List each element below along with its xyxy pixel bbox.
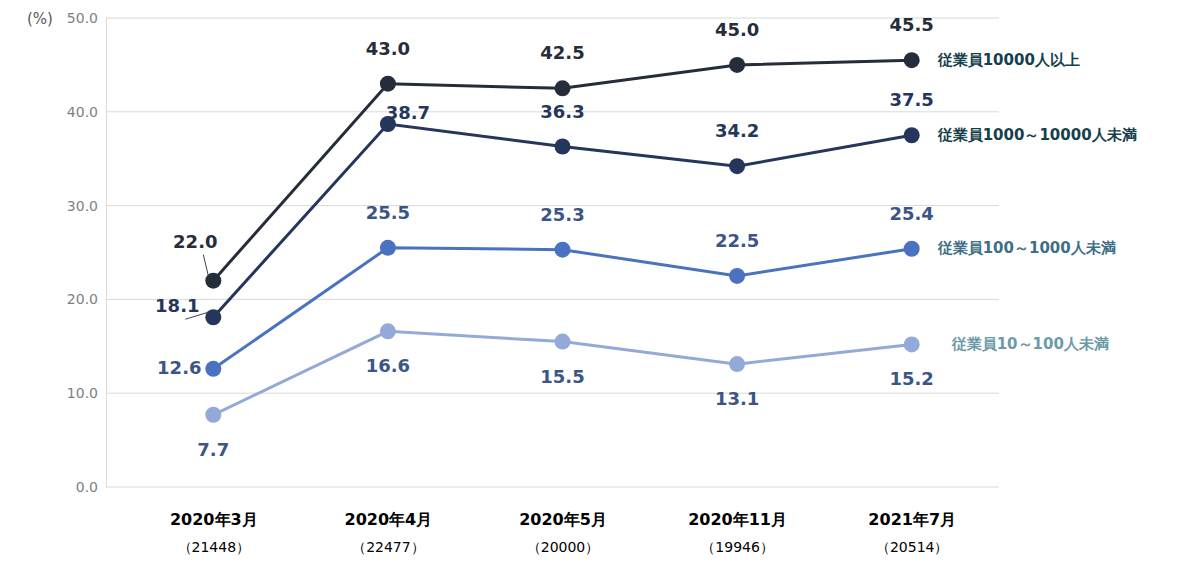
x-tick-label: 2020年5月（20000）: [519, 510, 607, 555]
y-tick-label: 50.0: [67, 10, 98, 26]
y-tick-label: 0.0: [76, 479, 98, 495]
marker: [380, 76, 396, 92]
marker: [555, 242, 571, 258]
series-line: [213, 60, 911, 280]
chart: 0.0 10.0 20.0 30.0 40.0 50.0 (%) 2020年3月（21448）…: [0, 0, 1200, 569]
grid-line: [106, 18, 999, 19]
grid-line: [106, 393, 999, 394]
x-tick: 2020年11月（19946）: [688, 510, 787, 555]
series-line: [213, 331, 911, 414]
data-label: 36.3: [540, 101, 584, 122]
marker: [555, 139, 571, 155]
data-label: 22.0: [173, 231, 217, 252]
marker: [380, 323, 396, 339]
data-label: 15.2: [889, 368, 933, 389]
x-tick-label: 2020年3月（21448）: [170, 510, 258, 555]
data-label: 34.2: [715, 120, 759, 141]
data-label: 13.1: [715, 388, 759, 409]
y-tick: 20.0: [67, 291, 106, 307]
y-tick: 50.0: [67, 10, 106, 26]
x-axis: 2020年3月（21448） 2020年4月（22477） 2020年5月（2000…: [170, 510, 956, 555]
data-label: 42.5: [540, 42, 584, 63]
series-name: 従業員100～1000人未満: [937, 239, 1116, 257]
y-axis-title: (%): [27, 10, 53, 28]
data-label: 25.3: [540, 204, 584, 225]
x-tick-label: 2020年11月（19946）: [688, 510, 787, 555]
series-line: [213, 248, 911, 369]
labels: 22.0 43.0 42.5 45.0 45.5従業員10000人以上 18.1 38.7 3…: [155, 14, 1137, 460]
data-label: 16.6: [366, 355, 410, 376]
marker: [904, 336, 920, 352]
data-label: 43.0: [366, 38, 410, 59]
y-tick-label: 30.0: [67, 198, 98, 214]
y-tick-label: 10.0: [67, 385, 98, 401]
plot-area: [205, 52, 919, 423]
data-label: 25.4: [889, 203, 933, 224]
y-tick: 10.0: [67, 385, 106, 401]
marker: [729, 356, 745, 372]
data-label: 7.7: [197, 439, 229, 460]
series-name: 従業員10～100人未満: [951, 335, 1109, 353]
series-name: 従業員1000～10000人未満: [937, 126, 1137, 144]
y-tick: 40.0: [67, 104, 106, 120]
series-name: 従業員10000人以上: [937, 51, 1080, 69]
y-tick-label: 40.0: [67, 104, 98, 120]
marker: [904, 241, 920, 257]
marker: [205, 407, 221, 423]
grid: [106, 18, 999, 487]
marker: [729, 158, 745, 174]
data-label: 25.5: [366, 202, 410, 223]
data-label: 37.5: [889, 89, 933, 110]
data-label: 15.5: [540, 366, 584, 387]
data-label: 45.0: [715, 19, 759, 40]
leader-line: [203, 255, 208, 276]
y-axis: 0.0 10.0 20.0 30.0 40.0 50.0: [67, 10, 107, 495]
x-tick-label: 2020年4月（22477）: [345, 510, 433, 555]
data-label: 22.5: [715, 230, 759, 251]
y-axis-line: [106, 19, 107, 488]
x-tick: 2020年5月（20000）: [519, 510, 607, 555]
marker: [555, 80, 571, 96]
y-tick: 0.0: [76, 479, 106, 495]
grid-line: [106, 487, 999, 488]
x-tick: 2021年7月（20514）: [868, 510, 956, 555]
data-label: 38.7: [386, 102, 430, 123]
x-tick: 2020年3月（21448）: [170, 510, 258, 555]
marker: [380, 240, 396, 256]
marker: [904, 52, 920, 68]
marker: [205, 361, 221, 377]
marker: [555, 334, 571, 350]
x-tick-label: 2021年7月（20514）: [868, 510, 956, 555]
marker: [904, 127, 920, 143]
marker: [729, 57, 745, 73]
y-tick-label: 20.0: [67, 291, 98, 307]
y-tick: 30.0: [67, 198, 106, 214]
grid-line: [106, 299, 999, 300]
marker: [729, 268, 745, 284]
data-label: 12.6: [157, 357, 201, 378]
data-label: 18.1: [155, 295, 199, 316]
series-line: [213, 124, 911, 317]
x-tick: 2020年4月（22477）: [345, 510, 433, 555]
data-label: 45.5: [889, 14, 933, 35]
marker: [205, 309, 221, 325]
